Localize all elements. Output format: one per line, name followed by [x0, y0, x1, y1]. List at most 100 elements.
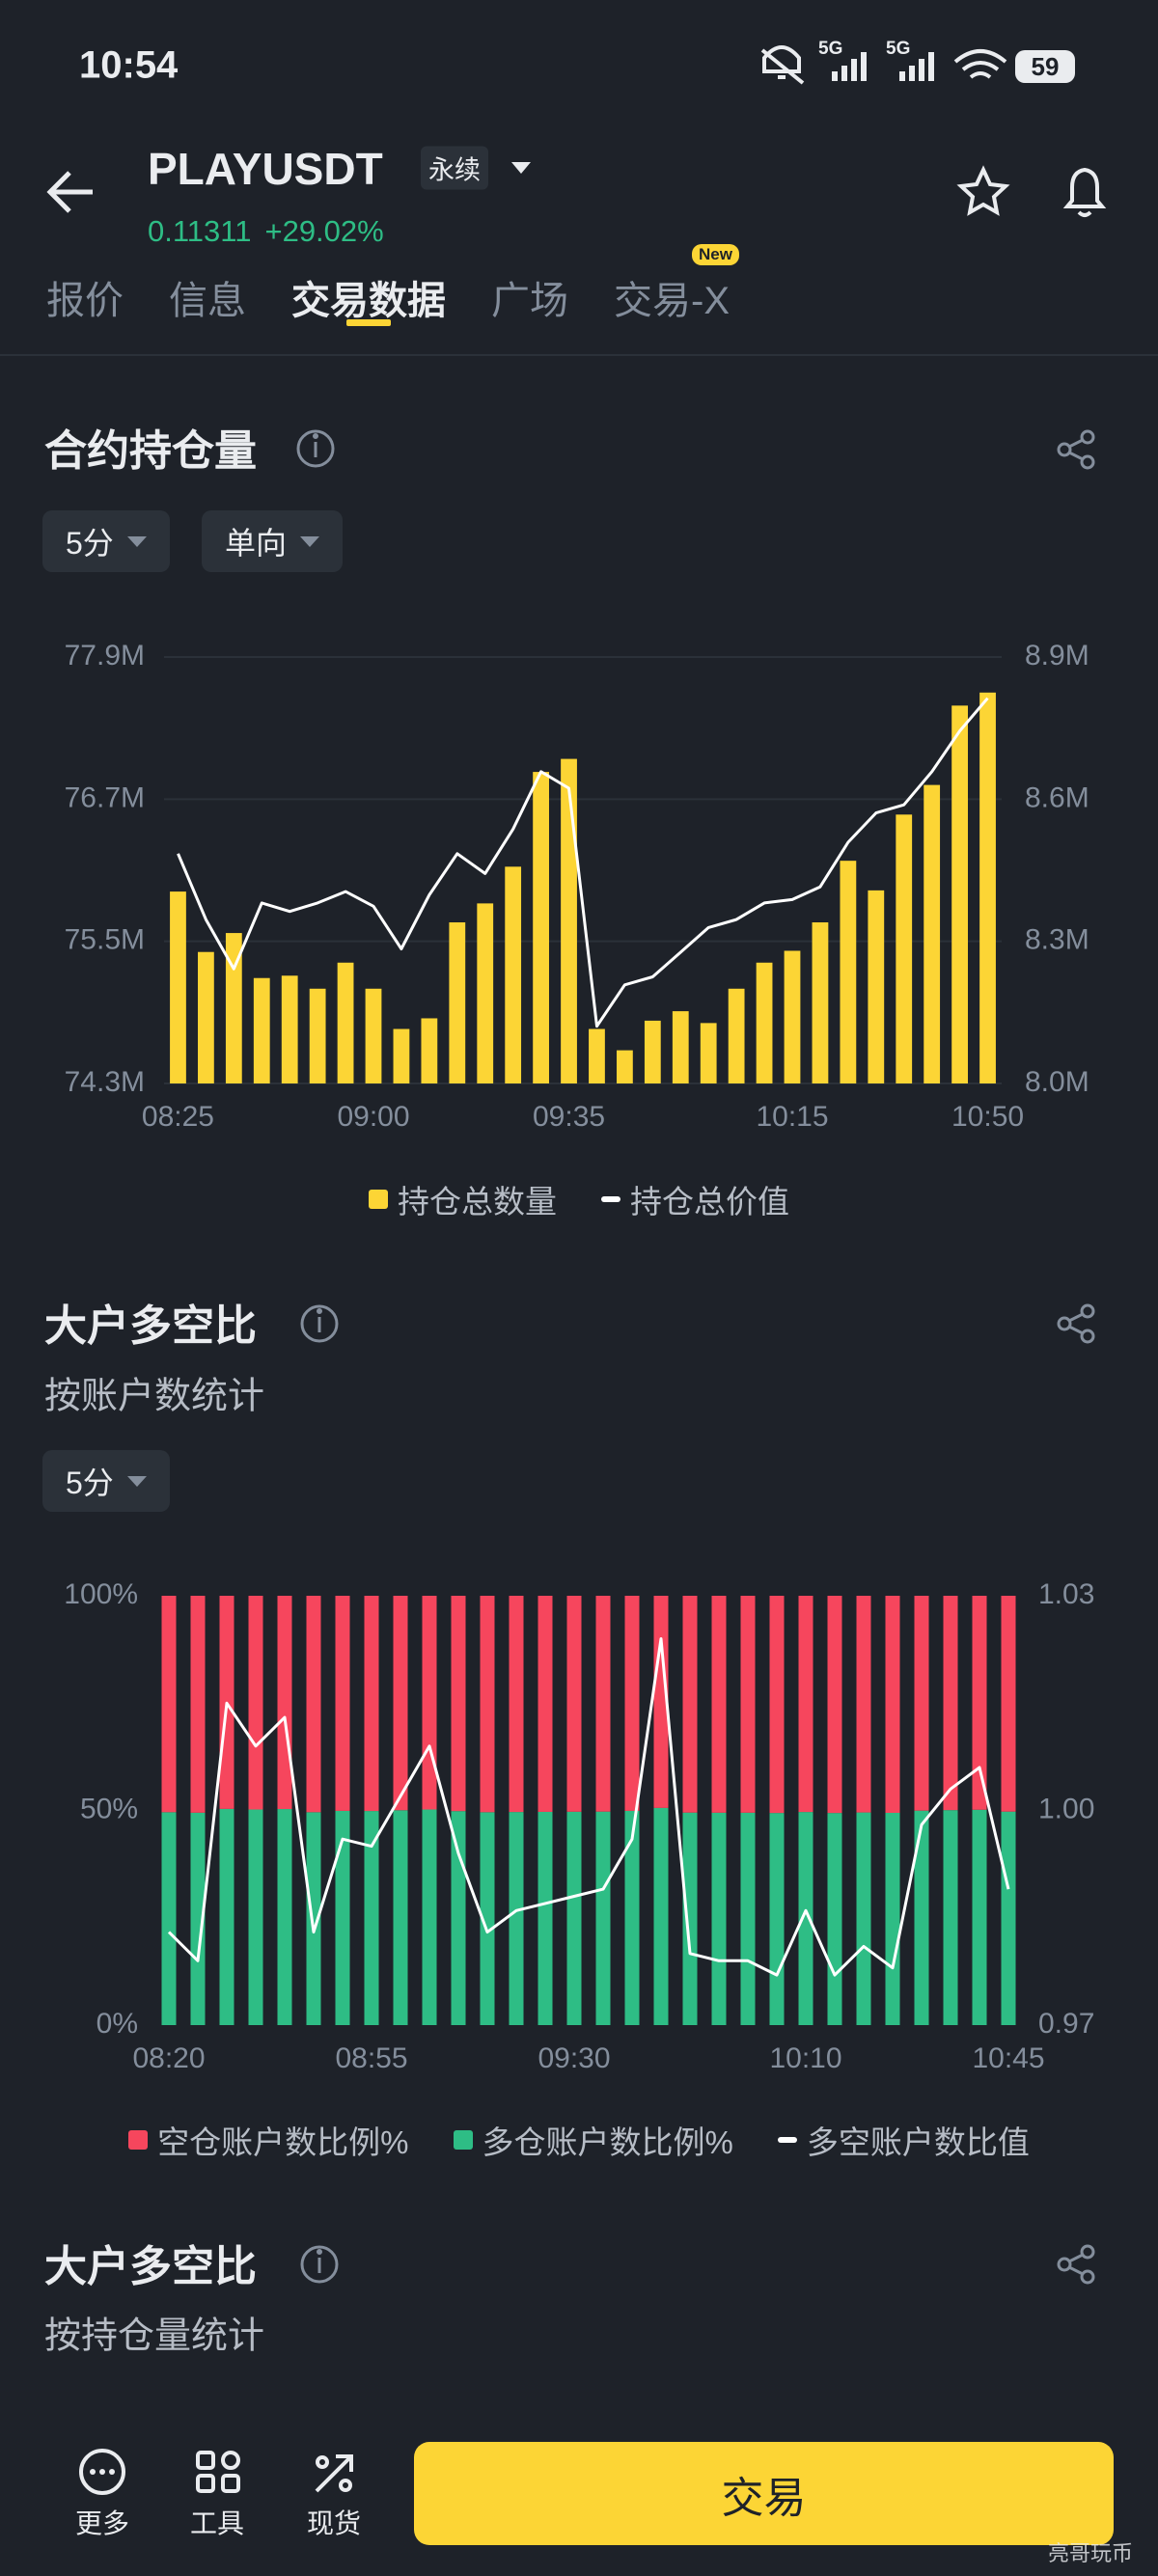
bar — [856, 1596, 871, 1813]
bar — [924, 784, 941, 1083]
status-time: 10:54 — [79, 43, 179, 87]
legend-swatch — [369, 1190, 388, 1209]
bar — [856, 1812, 871, 2025]
x-tick-label: 09:30 — [538, 2042, 610, 2074]
price: 0.11311 — [148, 214, 252, 248]
legend: 空仓账户数比例% 多仓账户数比例% 多空账户数比值 — [0, 2117, 1158, 2163]
bar — [595, 1596, 611, 1812]
info-icons — [296, 429, 339, 2284]
button-label: 交易 — [721, 2474, 807, 2522]
bar — [951, 705, 968, 1083]
new-badge: New — [692, 244, 739, 265]
mode-filter[interactable]: 单向 — [202, 510, 344, 572]
bar — [784, 950, 801, 1083]
legend-item: 持仓总数量 — [369, 1176, 557, 1222]
line — [177, 697, 989, 1028]
bar — [190, 1812, 206, 2025]
legend: 持仓总数量 持仓总价值 — [0, 1176, 1158, 1222]
tab[interactable]: 报价 — [46, 280, 124, 322]
trade-button[interactable]: 交易 — [414, 2442, 1114, 2545]
tab[interactable]: 信息 — [169, 280, 246, 322]
y-tick-label: 50% — [80, 1793, 138, 1824]
bar — [728, 988, 745, 1083]
bar — [190, 1596, 206, 1813]
battery: 59 — [1015, 50, 1075, 83]
nav-label[interactable]: 现货 — [306, 2508, 362, 2538]
bar — [253, 977, 270, 1083]
bar — [393, 1028, 410, 1083]
legend-line — [601, 1196, 620, 1202]
bar — [281, 975, 298, 1083]
bar — [248, 1809, 263, 2025]
bar — [451, 1811, 466, 2025]
bar — [972, 1809, 987, 2025]
symbol-dropdown[interactable] — [511, 162, 531, 174]
back-button[interactable] — [46, 171, 93, 213]
wifi-icon — [953, 49, 1007, 79]
interval-filter[interactable]: 5分 — [42, 510, 170, 572]
y2-tick-label: 8.3M — [1025, 924, 1089, 956]
bar — [393, 1810, 408, 2025]
share-icons[interactable] — [1057, 429, 1095, 2285]
status-icons — [760, 45, 1007, 85]
filter-label: 5分 — [66, 526, 114, 561]
dropdown-arrow — [300, 535, 320, 547]
bar — [972, 1596, 987, 1810]
bar — [914, 1810, 929, 2025]
nav-icons — [79, 2449, 353, 2495]
more-icon[interactable] — [79, 2449, 125, 2495]
bar — [943, 1596, 958, 1811]
bar — [769, 1596, 785, 1814]
section-title: 合约持仓量 — [44, 427, 257, 475]
legend-line — [777, 2137, 797, 2143]
bar — [509, 1812, 524, 2025]
bar — [711, 1812, 727, 2025]
bar — [422, 1809, 437, 2025]
bar — [682, 1812, 698, 2025]
nav-label[interactable]: 工具 — [189, 2508, 245, 2538]
bar — [812, 922, 829, 1083]
bar — [335, 1810, 350, 2025]
favorite-button[interactable] — [956, 165, 1010, 216]
x-tick-label: 08:55 — [335, 2042, 407, 2074]
alert-button[interactable] — [1062, 167, 1107, 217]
bar — [421, 1018, 438, 1083]
tab[interactable]: 交易-X New — [614, 244, 739, 325]
bar — [798, 1596, 813, 1813]
nav-label[interactable]: 更多 — [74, 2508, 130, 2538]
tools-icon[interactable] — [196, 2451, 240, 2493]
bar — [914, 1596, 929, 1811]
filter-label: 5分 — [66, 1466, 114, 1500]
interval-filter[interactable]: 5分 — [42, 1450, 170, 1512]
filter-label: 单向 — [225, 526, 288, 561]
bar — [538, 1596, 553, 1812]
spot-icon[interactable] — [315, 2454, 353, 2493]
bar — [480, 1596, 495, 1813]
section-subtitle: 按持仓量统计 — [44, 2316, 265, 2357]
watermark: 亮哥玩币 — [1048, 2541, 1134, 2565]
tab-bar: 报价 信息 交易数据 广场 交易-X New — [46, 244, 739, 326]
bar — [798, 1812, 813, 2025]
dropdown-arrow — [126, 1475, 147, 1487]
legend-label: 持仓总价值 — [630, 1184, 789, 1219]
bar — [756, 962, 773, 1083]
x-tick-label: 08:25 — [142, 1101, 214, 1133]
bar — [161, 1596, 177, 1813]
x-tick-label: 09:00 — [337, 1101, 409, 1133]
bar — [896, 814, 913, 1083]
dropdown-arrow — [126, 535, 147, 547]
y-tick-label: 76.7M — [65, 781, 145, 813]
tab[interactable]: 广场 — [491, 280, 568, 322]
y-tick-label: 0% — [96, 2008, 138, 2040]
bar — [277, 1809, 292, 2025]
bar — [624, 1810, 640, 2025]
line — [167, 1637, 1010, 1977]
signal-2 — [899, 52, 934, 81]
tab[interactable]: 交易数据 — [291, 269, 446, 326]
bar — [306, 1596, 321, 1813]
symbol[interactable]: PLAYUSDT — [148, 144, 383, 194]
y-tick-label: 74.3M — [65, 1066, 145, 1098]
bar — [840, 861, 857, 1083]
bar — [533, 772, 549, 1083]
